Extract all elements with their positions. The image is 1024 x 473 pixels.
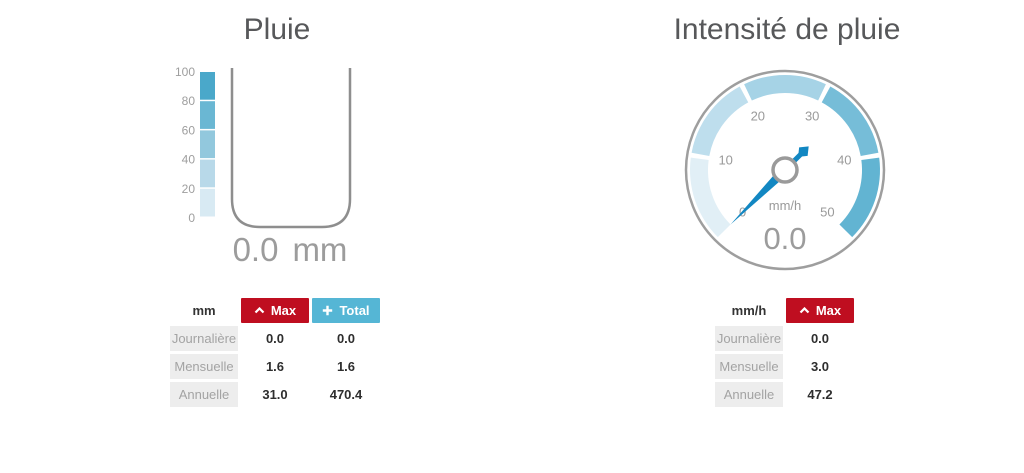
scale-segment-40-60 bbox=[200, 130, 215, 159]
intensity-stats-table: mm/h Max Journalière 0.0 Mensuelle 3.0 A… bbox=[715, 298, 854, 407]
intensity-daily-max-value: 0.0 bbox=[786, 326, 854, 351]
rain-row-label-yearly: Annuelle bbox=[170, 382, 238, 407]
plus-icon bbox=[323, 305, 333, 316]
dial-needle bbox=[730, 146, 809, 225]
scale-tick-100: 100 bbox=[175, 65, 195, 79]
scale-tick-40: 40 bbox=[182, 153, 196, 167]
rain-row-label-daily: Journalière bbox=[170, 326, 238, 351]
rain-scale-tick-labels: 100 80 60 40 20 0 bbox=[175, 65, 195, 225]
scale-tick-60: 60 bbox=[182, 123, 196, 137]
rain-gauge-graphic: 100 80 60 40 20 0 0.0 mm bbox=[175, 65, 352, 268]
intensity-table-unit-header: mm/h bbox=[715, 298, 783, 323]
dial-tick-30: 30 bbox=[805, 109, 819, 124]
scale-segment-20-40 bbox=[200, 159, 215, 188]
intensity-row-label-yearly: Annuelle bbox=[715, 382, 783, 407]
dial-arc-segments bbox=[689, 74, 881, 238]
rain-container-outline bbox=[230, 68, 352, 229]
dial-segment-10-20 bbox=[691, 86, 749, 156]
rain-total-column-button[interactable]: Total bbox=[312, 298, 380, 323]
rain-stats-table: mm Max Total Journalière 0.0 0.0 Mensuel… bbox=[170, 298, 380, 407]
dial-needle-tail-diamond bbox=[798, 146, 809, 157]
scale-segment-60-80 bbox=[200, 101, 215, 129]
scale-tick-20: 20 bbox=[182, 182, 196, 196]
intensity-max-column-button[interactable]: Max bbox=[786, 298, 854, 323]
dial-hub bbox=[771, 156, 799, 184]
rain-value-unit: mm bbox=[292, 231, 347, 268]
scale-tick-0: 0 bbox=[188, 211, 195, 225]
rain-monthly-total-value: 1.6 bbox=[312, 354, 380, 379]
dial-segment-40-50 bbox=[839, 157, 881, 238]
rain-yearly-max-value: 31.0 bbox=[241, 382, 309, 407]
intensity-yearly-max-value: 47.2 bbox=[786, 382, 854, 407]
intensity-current-value: 0.0 bbox=[763, 221, 806, 256]
rain-daily-max-value: 0.0 bbox=[241, 326, 309, 351]
scale-tick-80: 80 bbox=[182, 94, 196, 108]
scale-segment-0-20 bbox=[200, 188, 215, 217]
dial-segment-0-10 bbox=[689, 157, 731, 238]
rain-scale-bar bbox=[200, 72, 215, 217]
dial-tick-10: 10 bbox=[718, 153, 732, 168]
rain-intensity-panel-title: Intensité de pluie bbox=[673, 13, 901, 46]
intensity-unit-label: mm/h bbox=[769, 198, 802, 213]
rain-max-column-label: Max bbox=[270, 303, 297, 318]
rain-value-number: 0.0 bbox=[233, 231, 279, 268]
rain-total-column-label: Total bbox=[339, 303, 370, 318]
dial-segment-20-30 bbox=[744, 74, 826, 101]
scale-segment-80-100 bbox=[200, 72, 215, 100]
chevron-up-icon bbox=[254, 307, 265, 314]
rain-panel-title: Pluie bbox=[243, 13, 311, 46]
intensity-row-label-monthly: Mensuelle bbox=[715, 354, 783, 379]
rain-intensity-dial: 0 10 20 30 40 50 mm/h 0.0 bbox=[684, 69, 886, 271]
dial-tick-20: 20 bbox=[751, 109, 765, 124]
dial-tick-50: 50 bbox=[820, 204, 834, 219]
rain-table-unit-header: mm bbox=[170, 298, 238, 323]
rain-yearly-total-value: 470.4 bbox=[312, 382, 380, 407]
rain-current-value: 0.0 mm bbox=[233, 231, 348, 268]
dial-segment-30-40 bbox=[821, 86, 879, 156]
rain-daily-total-value: 0.0 bbox=[312, 326, 380, 351]
rain-monthly-max-value: 1.6 bbox=[241, 354, 309, 379]
rain-row-label-monthly: Mensuelle bbox=[170, 354, 238, 379]
dial-tick-40: 40 bbox=[837, 153, 851, 168]
chevron-up-icon bbox=[799, 307, 810, 314]
rain-max-column-button[interactable]: Max bbox=[241, 298, 309, 323]
intensity-monthly-max-value: 3.0 bbox=[786, 354, 854, 379]
dial-needle-pointer bbox=[730, 166, 789, 225]
intensity-max-column-label: Max bbox=[815, 303, 842, 318]
intensity-row-label-daily: Journalière bbox=[715, 326, 783, 351]
